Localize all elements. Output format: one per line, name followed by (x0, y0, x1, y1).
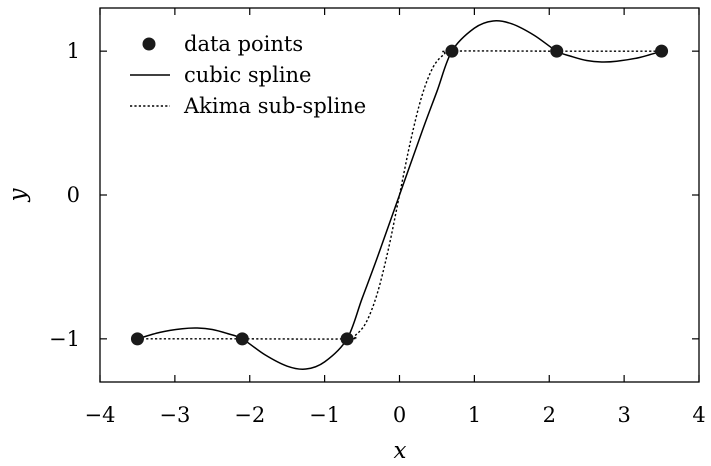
data-point (340, 332, 354, 346)
y-tick-label: −1 (49, 327, 80, 351)
x-tick-label: −1 (309, 403, 340, 427)
x-tick-label: 4 (692, 403, 705, 427)
x-tick-label: 2 (543, 403, 556, 427)
data-point (655, 44, 669, 58)
x-tick-label: 0 (393, 403, 406, 427)
x-tick-label: −2 (234, 403, 265, 427)
legend-label: Akima sub-spline (183, 94, 366, 118)
x-tick-label: −3 (159, 403, 190, 427)
legend-label: cubic spline (184, 63, 312, 87)
data-point (550, 44, 564, 58)
legend-label: data points (184, 32, 303, 56)
legend-marker-data-points (142, 37, 156, 51)
cubic-spline-line (137, 20, 662, 370)
series-layer (130, 20, 669, 370)
y-tick-label: 1 (67, 39, 80, 63)
data-point (445, 44, 459, 58)
legend: data points cubic spline Akima sub-spline (130, 32, 366, 118)
x-tick-label: −4 (85, 403, 116, 427)
ticks-layer: −4 −3 −2 −1 0 1 2 3 4 −1 0 1 (49, 8, 706, 427)
data-point (235, 332, 249, 346)
x-tick-label: 3 (617, 403, 630, 427)
x-tick-label: 1 (468, 403, 481, 427)
y-tick-label: 0 (67, 183, 80, 207)
y-axis-label: y (5, 188, 31, 203)
x-axis-label: x (394, 438, 407, 464)
data-point (130, 332, 144, 346)
